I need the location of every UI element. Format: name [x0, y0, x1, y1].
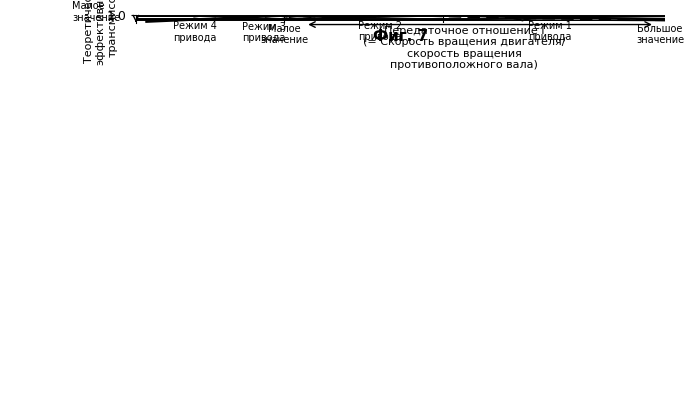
Text: Режим 3
привода: Режим 3 привода — [242, 22, 286, 43]
Text: Передаточное отношение I
(= Скорость вращения двигателя/
скорость вращения
проти: Передаточное отношение I (= Скорость вра… — [363, 26, 565, 70]
Text: Большое
значение: Большое значение — [636, 24, 684, 45]
Y-axis label: Теоретическая
эффективность
трансмиссии: Теоретическая эффективность трансмиссии — [84, 0, 117, 65]
Text: Фиг. 7: Фиг. 7 — [373, 29, 428, 44]
Text: Малое
значение: Малое значение — [260, 24, 308, 45]
Text: Режим 4
привода: Режим 4 привода — [173, 21, 217, 43]
Text: Режим 2
привода: Режим 2 привода — [359, 21, 403, 42]
Text: Малое
значение: Малое значение — [73, 1, 120, 23]
Text: Режим 1
привода: Режим 1 привода — [528, 21, 572, 42]
